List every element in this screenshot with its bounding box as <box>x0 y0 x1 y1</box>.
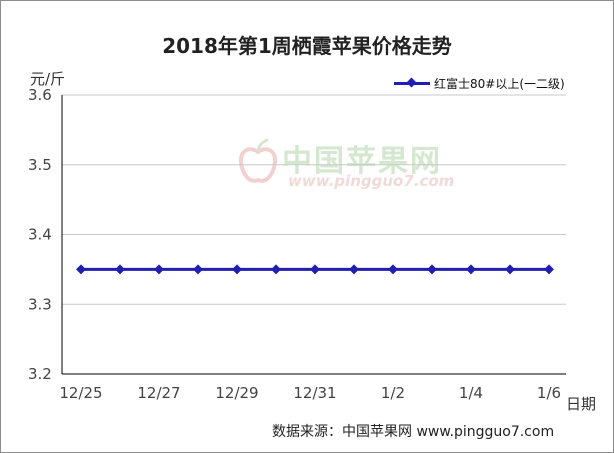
data-point <box>505 264 515 275</box>
data-point <box>193 264 203 275</box>
apple-logo-icon <box>238 138 278 183</box>
chart-title: 2018年第1周栖霞苹果价格走势 <box>162 34 452 58</box>
x-tick-label: 12/31 <box>293 384 336 402</box>
data-point <box>232 264 242 275</box>
y-tick-label: 3.6 <box>28 86 52 104</box>
x-tick-label: 12/25 <box>59 384 102 402</box>
grid-lines <box>62 94 566 305</box>
x-tick-label: 1/4 <box>459 384 483 402</box>
watermark-text: 中国苹果网 <box>282 144 442 179</box>
x-axis-unit: 日期 <box>566 395 597 413</box>
y-axis-unit: 元/斤 <box>30 70 66 88</box>
data-point <box>388 264 398 275</box>
series-layer <box>76 264 554 275</box>
x-tick-label: 1/6 <box>537 384 561 402</box>
legend-swatch <box>394 76 430 90</box>
data-point <box>271 264 281 275</box>
data-point <box>466 264 476 275</box>
data-point <box>115 264 125 275</box>
y-tick-label: 3.5 <box>28 156 52 174</box>
data-point <box>76 264 86 275</box>
legend: 红富士80#以上(一二级) <box>394 75 565 91</box>
data-point <box>349 264 359 275</box>
x-tick-label: 1/2 <box>381 384 405 402</box>
y-tick-label: 3.4 <box>28 226 52 244</box>
data-source: 数据来源：中国苹果网 www.pingguo7.com <box>272 424 555 440</box>
x-tick-label: 12/27 <box>137 384 180 402</box>
x-tick-label: 12/29 <box>215 384 258 402</box>
data-point <box>427 264 437 275</box>
y-tick-label: 3.2 <box>28 365 52 383</box>
data-point <box>310 264 320 275</box>
data-point <box>544 264 554 275</box>
watermark-url: www.pingguo7.com <box>288 172 455 190</box>
legend-label: 红富士80#以上(一二级) <box>434 76 565 91</box>
axes <box>61 95 566 375</box>
watermark: 中国苹果网 www.pingguo7.com <box>238 134 468 194</box>
data-point <box>154 264 164 275</box>
y-tick-label: 3.3 <box>28 295 52 313</box>
tick-labels: 3.2 3.3 3.4 3.5 3.6 12/25 12/27 12/29 12/31 1/2 1/… <box>28 86 561 402</box>
